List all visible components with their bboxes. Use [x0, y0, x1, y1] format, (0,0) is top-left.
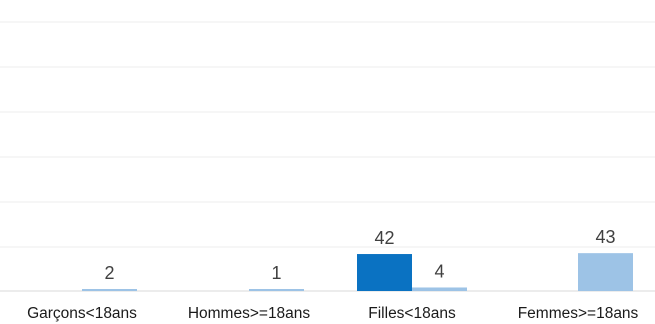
- x-tick-label-0: Garçons<18ans: [27, 305, 137, 322]
- data-label-series2-2: 4: [434, 261, 444, 281]
- data-label-series1-2: 42: [374, 228, 394, 248]
- data-label-series2-0: 2: [104, 263, 114, 283]
- bar-series2-2: [412, 287, 467, 291]
- bar-series2-1: [249, 289, 304, 291]
- bar-series2-0: [82, 289, 137, 291]
- gridlines: [0, 21, 655, 292]
- x-tick-label-2: Filles<18ans: [368, 305, 456, 322]
- bar-series1-2: [357, 254, 412, 291]
- bars: [82, 253, 633, 291]
- data-label-series2-3: 43: [595, 227, 615, 247]
- x-tick-label-3: Femmes>=18ans: [518, 305, 639, 322]
- x-tick-label-1: Hommes>=18ans: [188, 305, 311, 322]
- data-labels: 2 1 42 4 43: [104, 227, 615, 283]
- x-axis-labels: Garçons<18ans Hommes>=18ans Filles<18ans Fe…: [27, 305, 638, 322]
- data-label-series2-1: 1: [271, 263, 281, 283]
- bar-series2-3: [578, 253, 633, 291]
